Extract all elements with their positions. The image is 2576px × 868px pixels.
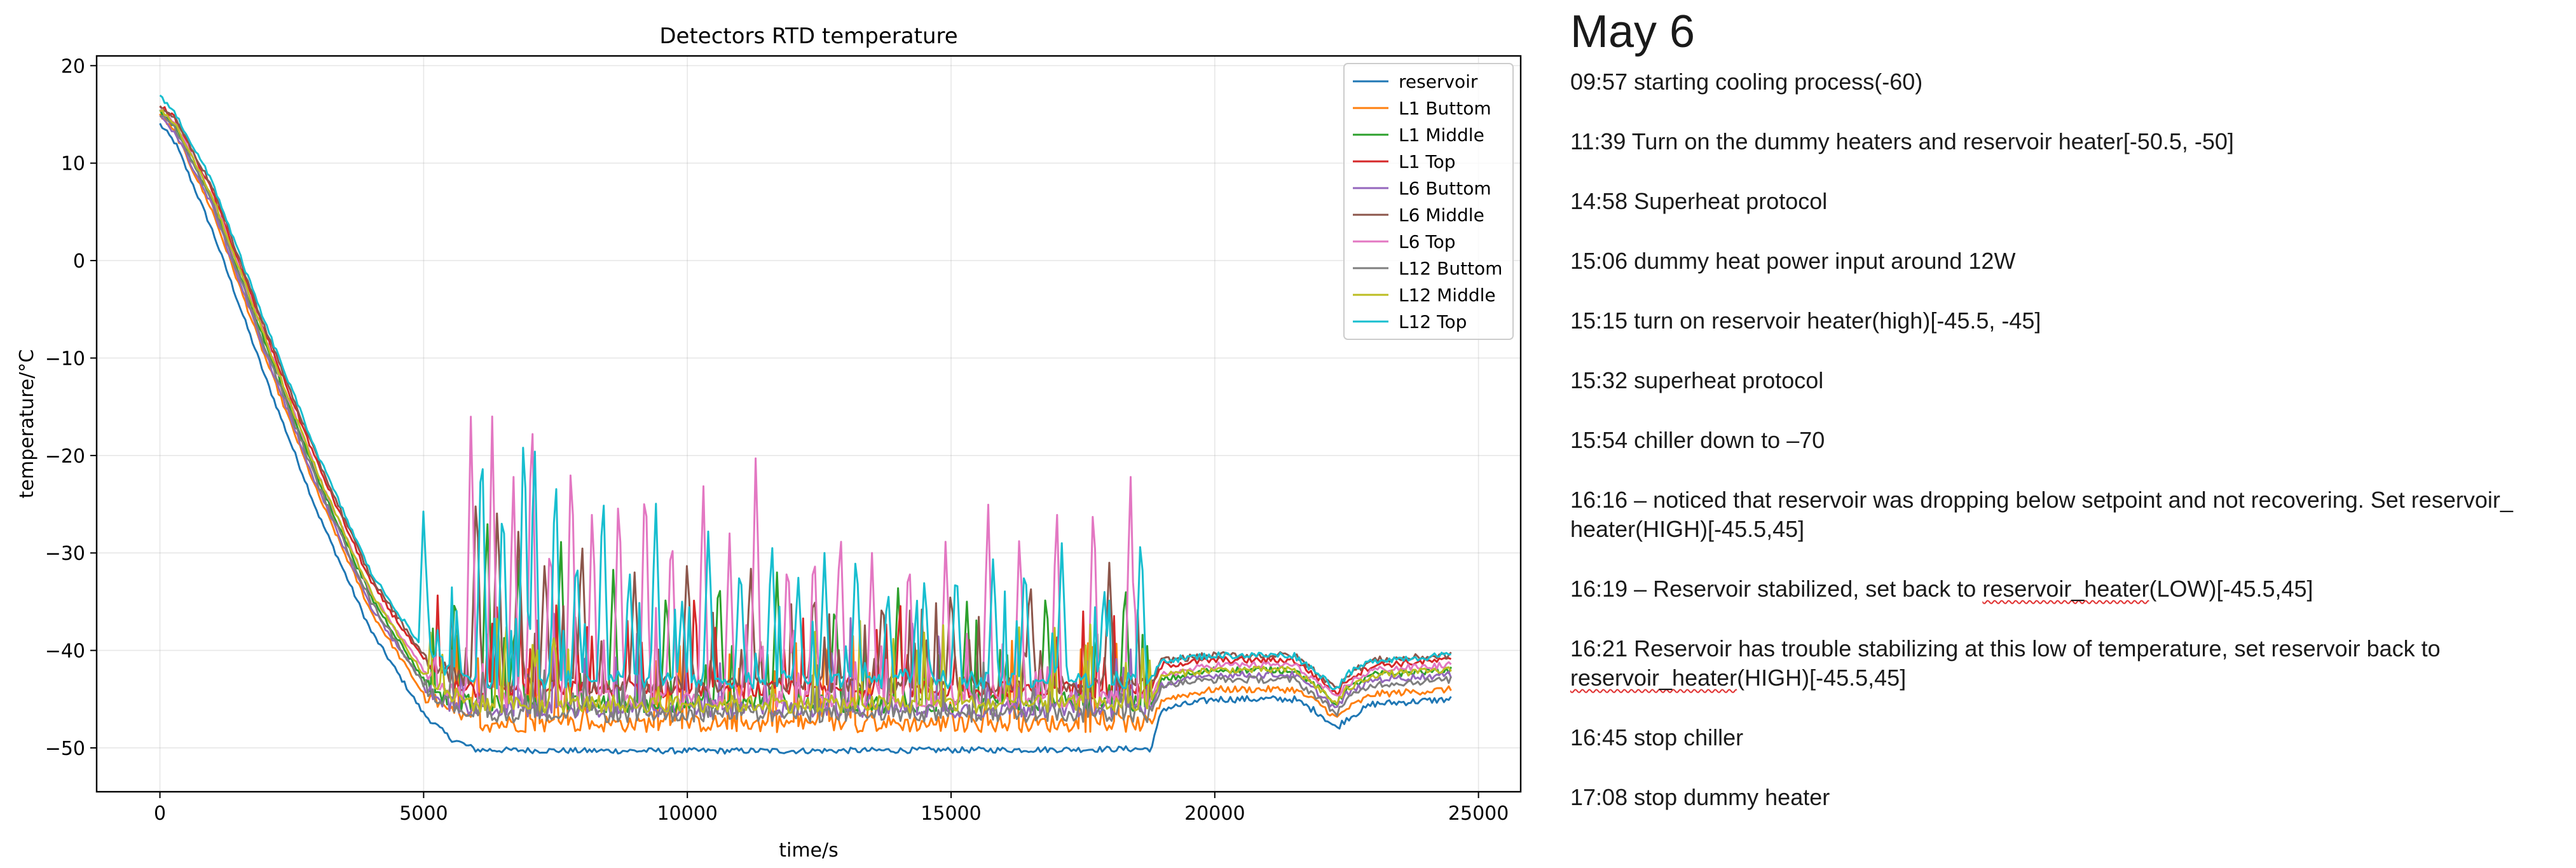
series-line (159, 123, 1452, 755)
legend-label: L1 Middle (1399, 125, 1484, 146)
chart-title: Detectors RTD temperature (659, 24, 957, 49)
note-text: (HIGH)[-45.5,45] (1737, 665, 1907, 691)
note-entry: 09:57 starting cooling process(-60) (1570, 69, 1923, 95)
note-entry: 17:08 stop dummy heater (1570, 784, 1830, 810)
legend-label: L6 Buttom (1399, 178, 1491, 199)
series-line (159, 114, 1452, 719)
note-text: 16:21 Reservoir has trouble stabilizing … (1570, 635, 2441, 661)
y-tick-label: 10 (61, 153, 85, 175)
legend: reservoir L1 Buttom L1 Middle L1 Top L6 Butt… (1343, 63, 1514, 340)
note-entry: 14:58 Superheat protocol (1570, 188, 1828, 214)
chart-area: 0 5000 10000 15000 20000 25000 20 10 0 −10 −20 −30 −… (16, 24, 1522, 862)
note-entry: 16:21 Reservoir has trouble stabilizing … (1570, 634, 2562, 693)
series-lines (159, 94, 1452, 755)
note-text: 16:19 – Reservoir stabilized, set back t… (1570, 576, 1983, 602)
note-text: (LOW)[-45.5,45] (2149, 576, 2313, 602)
y-tick-label: −20 (45, 445, 85, 468)
x-tick-label: 20000 (1184, 803, 1245, 825)
note-entry: 16:45 stop chiller (1570, 724, 1744, 750)
legend-label: L12 Top (1399, 311, 1467, 332)
y-tick-label: 0 (73, 250, 85, 273)
x-tick-label: 10000 (657, 803, 717, 825)
note-entry: 15:15 turn on reservoir heater(high)[-45… (1570, 308, 2041, 334)
notes-title: May 6 (1570, 6, 1696, 57)
x-tick-label: 15000 (921, 803, 981, 825)
legend-label: L12 Buttom (1399, 258, 1502, 279)
legend-label: L1 Top (1399, 151, 1456, 172)
legend-label: L1 Buttom (1399, 98, 1491, 119)
note-entry: 11:39 Turn on the dummy heaters and rese… (1570, 128, 2234, 154)
legend-label: L6 Top (1399, 231, 1456, 252)
legend-label: reservoir (1399, 71, 1478, 92)
note-entry: 16:16 – noticed that reservoir was dropp… (1570, 487, 2513, 542)
x-tick-label: 0 (154, 803, 166, 825)
series-line (160, 114, 1452, 724)
spellcheck-underlined-text: reservoir_heater (1570, 665, 1737, 691)
y-tick-label: −30 (45, 543, 85, 565)
plot-frame (95, 55, 1522, 793)
notes-panel: May 6 09:57 starting cooling process(-60… (1570, 9, 2562, 843)
y-tick-label: 20 (61, 55, 85, 78)
note-entry: 15:06 dummy heat power input around 12W (1570, 248, 2016, 274)
x-tick-label: 5000 (399, 803, 448, 825)
note-entry: 16:19 – Reservoir stabilized, set back t… (1570, 574, 2562, 604)
temperature-chart: 0 5000 10000 15000 20000 25000 20 10 0 −10 −20 −30 −… (16, 24, 1522, 862)
y-axis-label: temperature/°C (16, 349, 38, 499)
x-tick-label: 25000 (1448, 803, 1509, 825)
y-tick-label: −10 (45, 348, 85, 370)
y-tick-label: −40 (45, 641, 85, 663)
series-line (159, 109, 1452, 714)
series-line (159, 109, 1452, 714)
note-entry: 15:54 chiller down to –70 (1570, 427, 1825, 453)
legend-frame (1343, 63, 1514, 340)
y-tick-label: −50 (45, 738, 85, 760)
series-line (159, 105, 1452, 695)
series-line (159, 108, 1452, 709)
series-line (159, 94, 1451, 691)
legend-label: L12 Middle (1399, 285, 1496, 306)
spellcheck-underlined-text: reservoir_heater (1982, 576, 2149, 602)
note-entry: 15:32 superheat protocol (1570, 367, 1824, 393)
series-line (159, 105, 1452, 700)
legend-label: L6 Middle (1399, 205, 1484, 226)
x-axis-label: time/s (779, 839, 839, 862)
series-line (159, 113, 1452, 733)
